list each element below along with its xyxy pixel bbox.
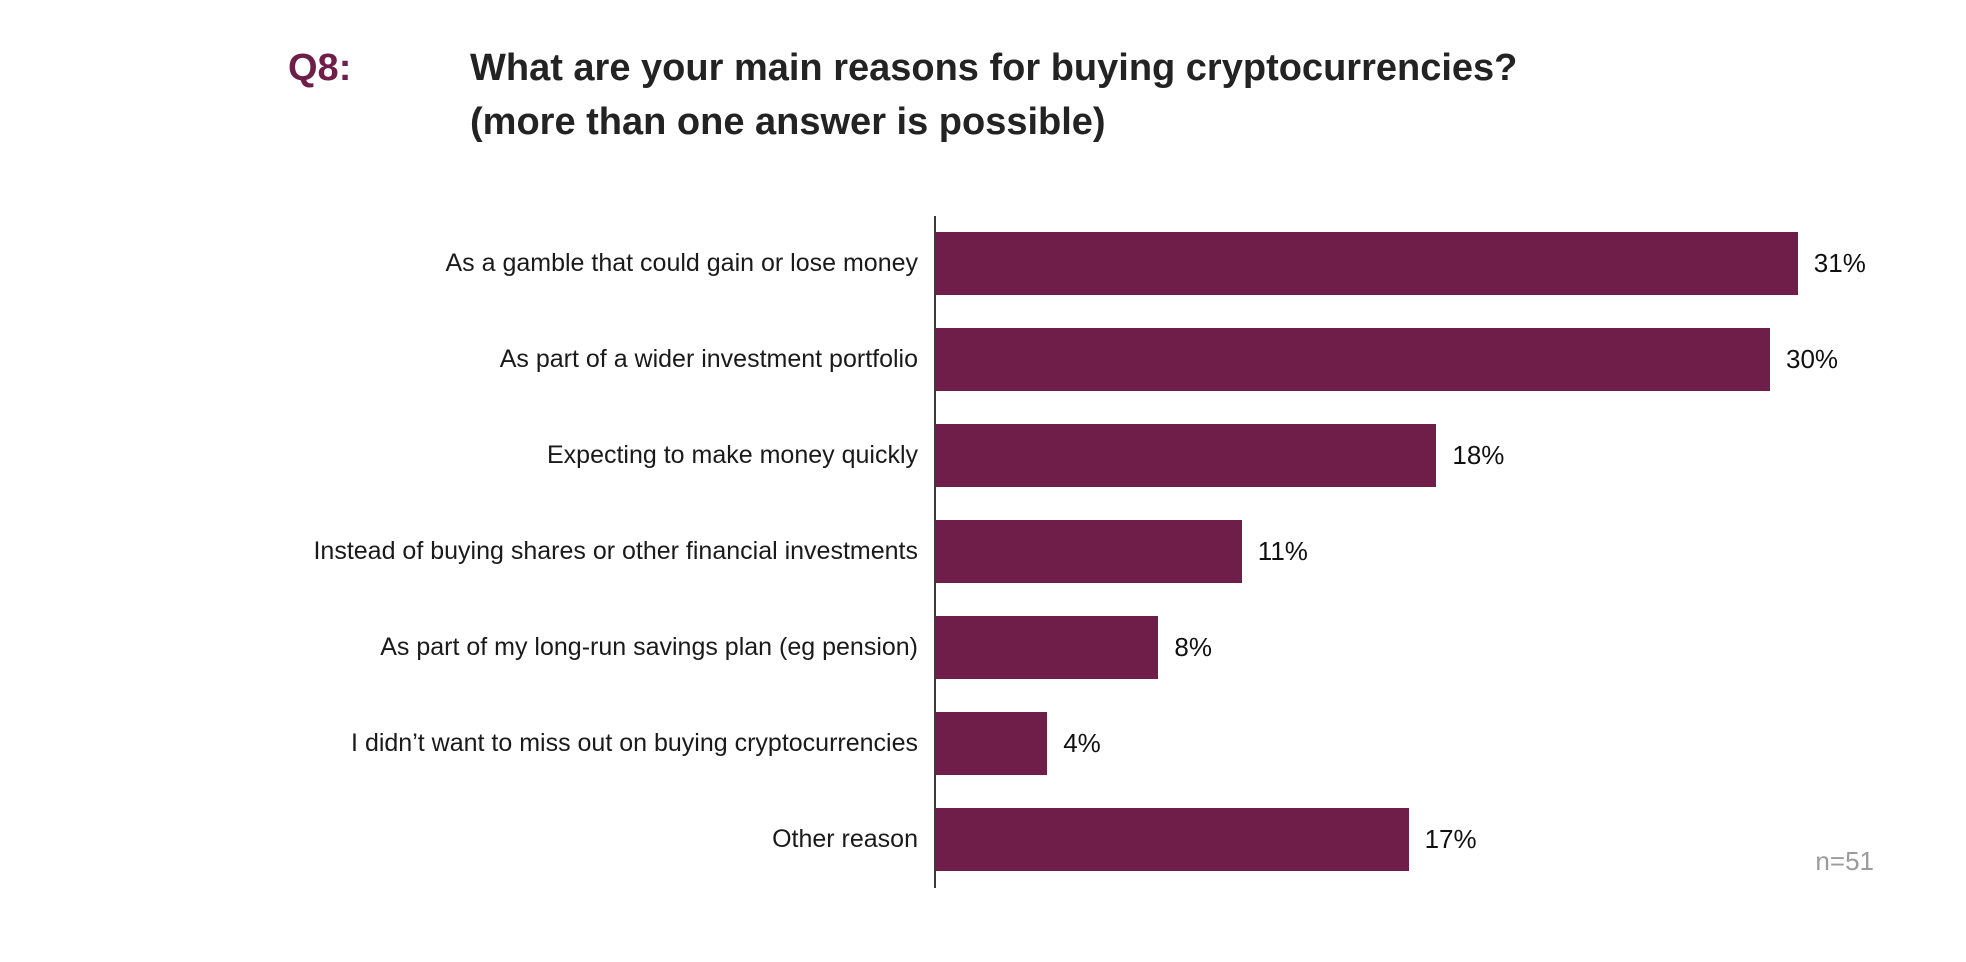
value-label: 8% bbox=[1174, 632, 1212, 663]
chart-title: What are your main reasons for buying cr… bbox=[470, 42, 1517, 150]
bar-area: 18% bbox=[934, 407, 1966, 504]
value-label: 11% bbox=[1257, 536, 1308, 567]
bar bbox=[936, 424, 1437, 488]
chart-row: As part of a wider investment portfolio 3… bbox=[0, 311, 1966, 408]
chart-row: Expecting to make money quickly 18% bbox=[0, 407, 1966, 504]
bar-area: 30% bbox=[934, 311, 1966, 408]
bar-area: 31% bbox=[934, 215, 1966, 312]
chart-row: Other reason 17% bbox=[0, 791, 1966, 888]
category-label: Expecting to make money quickly bbox=[546, 441, 918, 470]
category-label: Instead of buying shares or other financ… bbox=[313, 537, 918, 566]
category-label: As part of a wider investment portfolio bbox=[499, 345, 918, 374]
bar-chart: As a gamble that could gain or lose mone… bbox=[0, 215, 1966, 888]
chart-header: Q8: What are your main reasons for buyin… bbox=[0, 0, 1966, 150]
chart-title-line2: (more than one answer is possible) bbox=[470, 100, 1106, 143]
chart-row: Instead of buying shares or other financ… bbox=[0, 503, 1966, 600]
bar-area: 17% bbox=[934, 791, 1966, 888]
category-label: As a gamble that could gain or lose mone… bbox=[445, 249, 919, 278]
value-label: 17% bbox=[1424, 824, 1477, 855]
bar-area: 4% bbox=[934, 695, 1966, 792]
category-label: I didn’t want to miss out on buying cryp… bbox=[351, 729, 918, 758]
chart-row: I didn’t want to miss out on buying cryp… bbox=[0, 695, 1966, 792]
bar bbox=[936, 712, 1048, 776]
bar bbox=[936, 232, 1798, 296]
chart-row: As part of my long-run savings plan (eg … bbox=[0, 599, 1966, 696]
value-label: 30% bbox=[1786, 344, 1839, 375]
sample-size-note: n=51 bbox=[1815, 846, 1874, 876]
bar bbox=[936, 328, 1770, 392]
question-number: Q8: bbox=[288, 47, 352, 89]
bar bbox=[936, 616, 1159, 680]
bar-area: 8% bbox=[934, 599, 1966, 696]
value-label: 31% bbox=[1813, 248, 1866, 279]
value-label: 18% bbox=[1452, 440, 1505, 471]
bar-area: 11% bbox=[934, 503, 1966, 600]
category-label: As part of my long-run savings plan (eg … bbox=[380, 633, 918, 662]
category-label: Other reason bbox=[772, 825, 918, 854]
bar bbox=[936, 808, 1409, 872]
chart-title-line1: What are your main reasons for buying cr… bbox=[470, 47, 1518, 89]
value-label: 4% bbox=[1063, 728, 1101, 759]
bar bbox=[936, 520, 1242, 584]
chart-row: As a gamble that could gain or lose mone… bbox=[0, 215, 1966, 312]
